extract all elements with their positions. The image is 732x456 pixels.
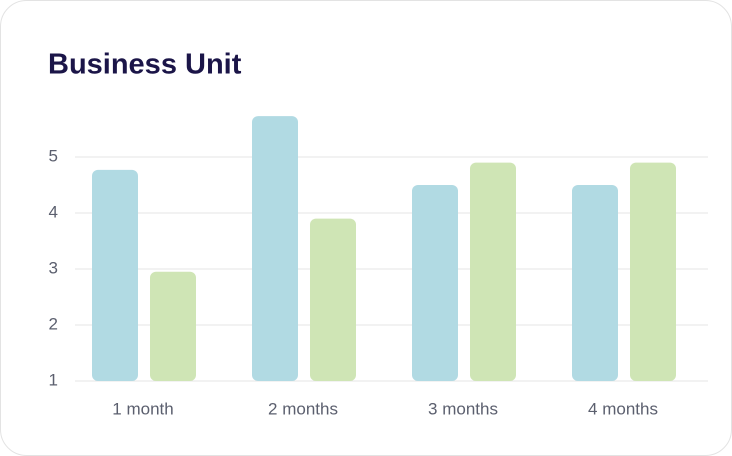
y-tick-label: 1 [49, 370, 58, 389]
x-tick-label: 3 months [428, 399, 498, 418]
y-tick-label: 4 [49, 202, 58, 221]
bar [310, 218, 356, 381]
bar [150, 271, 196, 381]
bar [252, 116, 298, 382]
y-tick-label: 3 [49, 258, 58, 277]
bar [412, 185, 458, 381]
bar [630, 162, 676, 381]
x-tick-label: 2 months [268, 399, 338, 418]
bar [92, 169, 138, 381]
x-tick-label: 1 month [112, 399, 173, 418]
chart-title: Business Unit [48, 49, 242, 81]
y-tick-label: 5 [49, 146, 58, 165]
bar [470, 162, 516, 381]
y-tick-label: 2 [49, 314, 58, 333]
bar [572, 185, 618, 381]
x-tick-label: 4 months [588, 399, 658, 418]
